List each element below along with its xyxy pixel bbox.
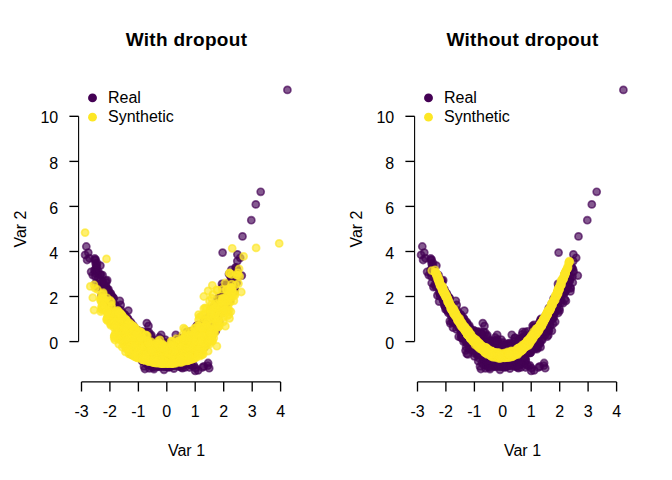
svg-text:2: 2	[385, 290, 394, 307]
svg-text:Synthetic: Synthetic	[444, 108, 510, 125]
svg-text:0: 0	[385, 335, 394, 352]
svg-text:4: 4	[49, 245, 58, 262]
svg-text:Var 1: Var 1	[168, 442, 205, 459]
svg-text:-1: -1	[131, 403, 145, 420]
svg-text:-3: -3	[74, 403, 88, 420]
svg-text:10: 10	[376, 109, 394, 126]
svg-text:Real: Real	[108, 89, 141, 106]
svg-text:Var 1: Var 1	[504, 442, 541, 459]
svg-text:2: 2	[49, 290, 58, 307]
svg-text:With dropout: With dropout	[126, 29, 248, 50]
svg-text:8: 8	[385, 155, 394, 172]
svg-text:3: 3	[248, 403, 257, 420]
svg-text:3: 3	[584, 403, 593, 420]
svg-text:8: 8	[49, 155, 58, 172]
svg-text:-2: -2	[103, 403, 117, 420]
svg-text:4: 4	[276, 403, 285, 420]
svg-text:4: 4	[612, 403, 621, 420]
svg-text:0: 0	[49, 335, 58, 352]
svg-text:-1: -1	[467, 403, 481, 420]
svg-text:1: 1	[527, 403, 536, 420]
svg-text:10: 10	[40, 109, 58, 126]
svg-text:-2: -2	[439, 403, 453, 420]
svg-text:0: 0	[498, 403, 507, 420]
svg-text:Var 2: Var 2	[348, 210, 365, 247]
svg-text:Real: Real	[444, 89, 477, 106]
svg-text:4: 4	[385, 245, 394, 262]
svg-text:Var 2: Var 2	[12, 210, 29, 247]
svg-text:1: 1	[191, 403, 200, 420]
svg-text:-3: -3	[410, 403, 424, 420]
svg-text:2: 2	[555, 403, 564, 420]
svg-text:6: 6	[49, 200, 58, 217]
svg-text:2: 2	[219, 403, 228, 420]
svg-text:Without dropout: Without dropout	[446, 29, 598, 50]
svg-text:6: 6	[385, 200, 394, 217]
svg-text:0: 0	[162, 403, 171, 420]
svg-text:Synthetic: Synthetic	[108, 108, 174, 125]
